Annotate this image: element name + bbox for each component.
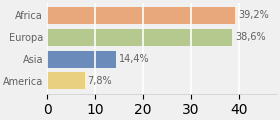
Bar: [47, 72, 85, 89]
Text: 7,8%: 7,8%: [87, 76, 112, 86]
Text: 39,2%: 39,2%: [238, 10, 269, 20]
Bar: [47, 51, 116, 68]
Bar: [47, 29, 232, 46]
Text: 14,4%: 14,4%: [119, 54, 150, 64]
Bar: [47, 7, 235, 24]
Text: 38,6%: 38,6%: [235, 32, 266, 42]
